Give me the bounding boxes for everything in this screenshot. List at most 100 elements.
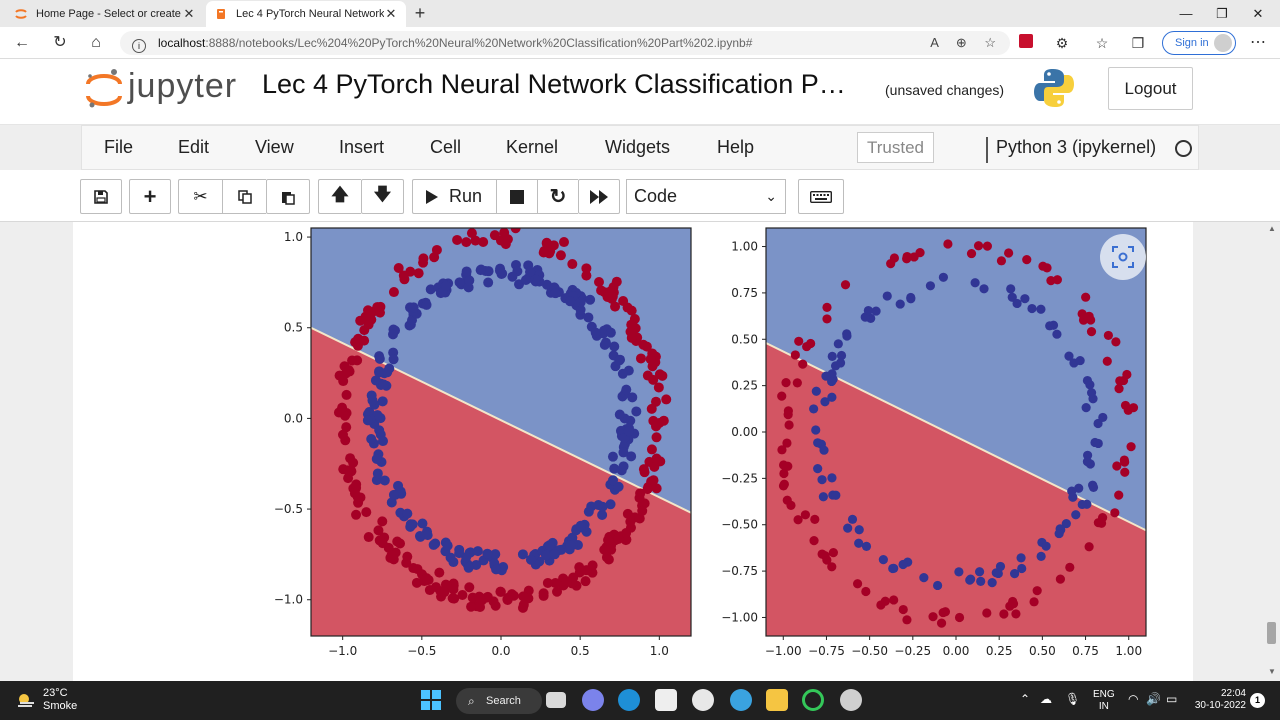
region-code: IN: [1098, 701, 1109, 712]
minimize-button[interactable]: —: [1179, 6, 1193, 21]
kernel-status-icon: [1175, 140, 1192, 157]
menu-file[interactable]: File: [104, 137, 134, 157]
data-point-class1: [583, 506, 594, 517]
data-point-class1: [871, 306, 881, 316]
menu-cell[interactable]: Cell: [430, 137, 462, 157]
trusted-badge[interactable]: Trusted: [857, 132, 934, 163]
extension-red-icon[interactable]: [1016, 33, 1036, 53]
extensions-icon[interactable]: ⚙: [1055, 35, 1069, 51]
close-icon[interactable]: ✕: [385, 6, 397, 21]
insert-cell-button[interactable]: +: [129, 179, 171, 214]
teams-chat-icon[interactable]: [582, 689, 604, 711]
tab-home-page[interactable]: Home Page - Select or create a n ✕: [6, 1, 204, 27]
taskbar-search[interactable]: ⌕ Search: [456, 688, 542, 714]
home-icon[interactable]: ⌂: [91, 34, 101, 51]
scroll-up-icon[interactable]: ▲: [1268, 224, 1276, 233]
save-status: (unsaved changes): [885, 82, 1005, 98]
github-icon[interactable]: [692, 689, 714, 711]
data-point-class0: [587, 560, 598, 571]
close-window-button[interactable]: ✕: [1252, 6, 1264, 21]
interrupt-button[interactable]: [496, 179, 537, 214]
menu-view[interactable]: View: [255, 137, 294, 157]
cell-type-select[interactable]: Code ⌄: [626, 179, 786, 214]
read-aloud-icon[interactable]: A: [930, 35, 939, 50]
info-icon[interactable]: i: [132, 39, 146, 53]
tray-expand-icon[interactable]: ⌃: [1020, 692, 1031, 706]
favorites-icon[interactable]: ☆: [1095, 35, 1109, 51]
file-explorer-icon[interactable]: [766, 689, 788, 711]
data-point-class1: [1045, 321, 1055, 331]
collections-icon[interactable]: ❐: [1131, 35, 1145, 51]
task-view-icon[interactable]: [546, 692, 566, 708]
x-tick-label: −0.75: [808, 644, 845, 658]
back-arrow-icon[interactable]: ←: [14, 34, 30, 51]
decision-region-red: [766, 342, 1146, 636]
data-point-class1: [463, 562, 474, 573]
new-tab-button[interactable]: +: [414, 3, 426, 23]
store-icon[interactable]: [655, 689, 677, 711]
move-down-button[interactable]: 🡇: [361, 179, 404, 214]
taskbar-clock[interactable]: 22:04 30-10-2022: [1192, 688, 1246, 712]
maximize-button[interactable]: ❐: [1216, 6, 1228, 21]
spinner-app-icon[interactable]: [802, 689, 824, 711]
data-point-class0: [790, 350, 800, 360]
data-point-class0: [388, 287, 399, 298]
menu-insert[interactable]: Insert: [339, 137, 385, 157]
data-point-class1: [593, 499, 604, 510]
close-icon[interactable]: ✕: [183, 6, 195, 21]
copy-button[interactable]: [222, 179, 266, 214]
jupyter-logo-text[interactable]: jupyter: [128, 67, 238, 105]
time: 22:04: [1220, 688, 1246, 699]
data-point-class0: [398, 270, 409, 281]
menu-edit[interactable]: Edit: [178, 137, 210, 157]
data-point-class1: [925, 281, 936, 291]
restart-run-all-button[interactable]: [578, 179, 620, 214]
scrollbar-thumb[interactable]: [1267, 622, 1276, 644]
screenshot-button[interactable]: [1100, 234, 1146, 280]
menu-widgets[interactable]: Widgets: [605, 137, 671, 157]
cut-button[interactable]: ✂: [178, 179, 222, 214]
notebook-title[interactable]: Lec 4 PyTorch Neural Network Classificat…: [262, 69, 846, 99]
edge-browser-icon[interactable]: [618, 689, 640, 711]
language-indicator[interactable]: ENG IN: [1093, 689, 1115, 720]
app-with-badge-icon[interactable]: [840, 689, 862, 711]
battery-icon[interactable]: ▭: [1166, 692, 1178, 706]
logout-button[interactable]: Logout: [1108, 67, 1193, 110]
restart-button[interactable]: ↻: [537, 179, 578, 214]
move-up-button[interactable]: 🡅: [318, 179, 361, 214]
data-point-class1: [1071, 510, 1081, 520]
wifi-icon[interactable]: ◠: [1128, 692, 1139, 706]
data-point-class0: [580, 576, 591, 587]
zoom-icon[interactable]: ⊕: [955, 35, 967, 50]
command-palette-button[interactable]: [798, 179, 844, 214]
url-input[interactable]: i localhost:8888/notebooks/Lec%204%20PyTo…: [120, 31, 1010, 55]
jupyter-logo-icon[interactable]: [84, 67, 124, 111]
stop-icon: [510, 189, 524, 204]
menu-help[interactable]: Help: [717, 137, 755, 157]
sign-in-button[interactable]: Sign in: [1162, 31, 1236, 55]
paste-button[interactable]: [266, 179, 310, 214]
data-point-class0: [852, 579, 863, 589]
save-button[interactable]: [80, 179, 122, 214]
scroll-down-icon[interactable]: ▼: [1268, 667, 1276, 676]
volume-icon[interactable]: 🔊: [1146, 692, 1161, 706]
data-point-class1: [454, 277, 465, 288]
tab-notebook[interactable]: Lec 4 PyTorch Neural Network Cl ✕: [206, 1, 406, 27]
python-app-icon[interactable]: [730, 689, 752, 711]
run-button[interactable]: Run: [412, 179, 496, 214]
data-point-class0: [363, 305, 374, 316]
data-point-class1: [1036, 304, 1046, 314]
y-tick-label: −0.5: [274, 502, 303, 516]
windows-start-icon[interactable]: [420, 689, 442, 711]
more-options-icon[interactable]: ⋯: [1250, 34, 1266, 51]
kernel-name[interactable]: Python 3 (ipykernel): [986, 137, 1156, 163]
refresh-icon[interactable]: ↻: [53, 34, 67, 51]
onedrive-cloud-icon[interactable]: ☁: [1040, 692, 1052, 706]
data-point-class1: [414, 530, 425, 541]
data-point-class1: [987, 578, 997, 588]
favorite-add-icon[interactable]: ☆: [984, 35, 996, 50]
data-point-class0: [606, 544, 617, 555]
notification-badge[interactable]: 1: [1250, 693, 1265, 708]
microphone-icon[interactable]: 🎙: [1065, 692, 1081, 706]
menu-kernel[interactable]: Kernel: [506, 137, 559, 157]
